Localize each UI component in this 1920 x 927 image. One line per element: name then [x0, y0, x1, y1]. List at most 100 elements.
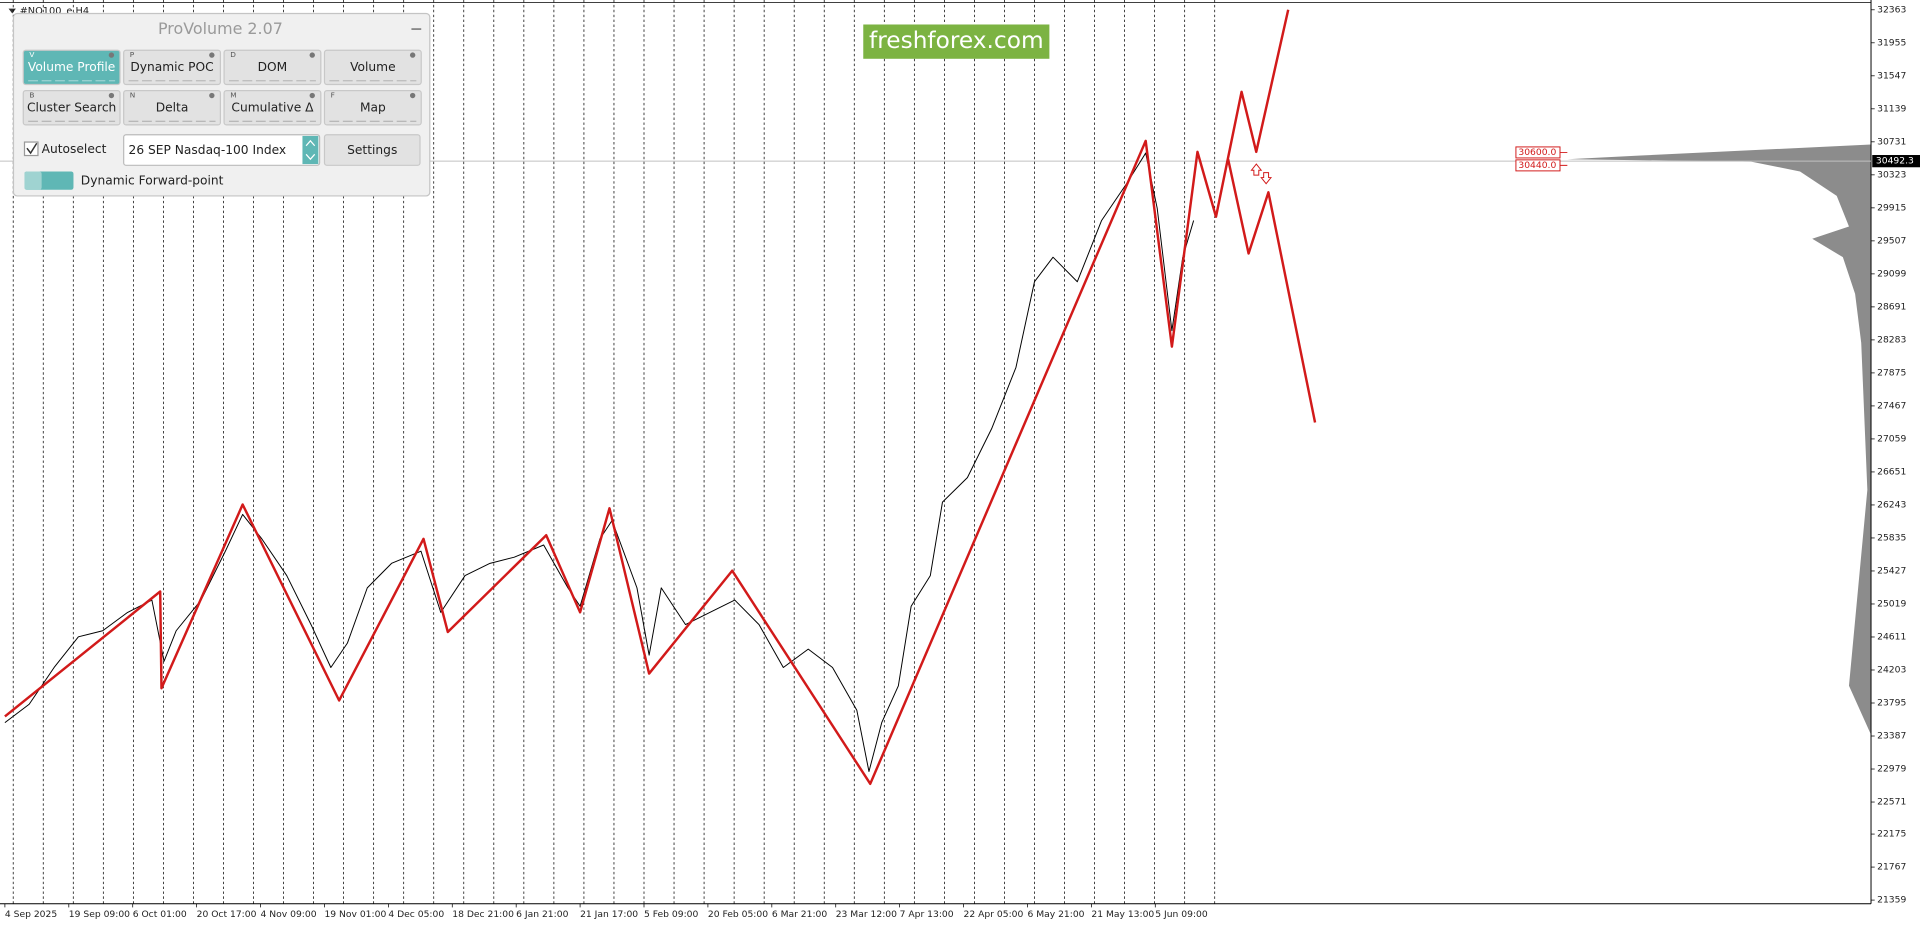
button-menu [309, 52, 315, 58]
tool-button[interactable] [323, 49, 422, 86]
checkmark [26, 142, 38, 155]
button-menu [209, 92, 215, 99]
tool-button-label: Cluster Search [27, 100, 116, 114]
x-tick-label: 18 Dec 21:00 [452, 909, 514, 920]
tool-button-label: Cumulative Δ [231, 100, 314, 114]
x-tick-label: 19 Nov 01:00 [324, 909, 386, 920]
button-menu [409, 52, 416, 58]
level-box [1515, 159, 1561, 172]
y-tick-label: 28283 [1877, 334, 1906, 345]
x-tick-label: 21 Jan 17:00 [580, 909, 638, 920]
settings-button[interactable] [323, 134, 421, 166]
x-tick-label: 19 Sep 09:00 [69, 909, 130, 920]
y-tick-label: 21767 [1877, 862, 1906, 873]
x-tick-label: 6 Mar 21:00 [772, 909, 828, 920]
logo-text[interactable]: freshforex.com [869, 27, 1044, 54]
y-tick-label: 27467 [1877, 400, 1906, 411]
button-menu [309, 92, 315, 99]
x-tick-label: 5 Jun 09:00 [1155, 909, 1208, 920]
x-tick-label: 20 Feb 05:00 [708, 909, 768, 920]
y-tick-label: 29915 [1877, 202, 1906, 213]
tool-button[interactable] [123, 90, 222, 126]
x-tick-label: 22 Apr 05:00 [964, 909, 1024, 920]
y-tick-label: 28691 [1877, 301, 1906, 312]
button-menu [108, 52, 115, 58]
tool-button-label: Volume Profile [28, 60, 115, 74]
spinner-arrows [305, 139, 316, 161]
y-tick-label: 27875 [1877, 367, 1906, 378]
y-tick-label: 26243 [1877, 499, 1906, 510]
last-price-tag [1872, 155, 1920, 168]
y-tick-label: 25427 [1877, 565, 1906, 576]
tool-button-label: Dynamic POC [130, 60, 213, 74]
y-tick-label: 22175 [1877, 829, 1906, 840]
y-tick-label: 21359 [1877, 895, 1906, 906]
button-menu [108, 92, 115, 99]
minimize-button[interactable] [411, 28, 422, 31]
tool-button-label: Map [360, 100, 386, 114]
x-tick-label: 4 Nov 09:00 [261, 909, 317, 920]
wave-line [1226, 158, 1317, 423]
price-line [4, 152, 1195, 773]
x-tick-label: 7 Apr 13:00 [900, 909, 954, 920]
forward-point-label[interactable]: Dynamic Forward-point [81, 174, 224, 188]
autoselect-label[interactable]: Autoselect [42, 142, 107, 156]
hotkey-label: P [130, 50, 135, 59]
x-tick-label: 4 Dec 05:00 [388, 909, 444, 920]
y-tick-label: 32363 [1877, 4, 1906, 15]
y-tick-label: 24203 [1877, 664, 1906, 675]
sell-arrow [1260, 172, 1273, 185]
x-tick-label: 21 May 13:00 [1091, 909, 1154, 920]
level-label: 30440.0 [1518, 160, 1556, 171]
instrument-text[interactable]: 26 SEP Nasdaq-100 Index [129, 143, 287, 157]
y-tick-label: 31547 [1877, 70, 1906, 81]
tool-button[interactable] [123, 49, 222, 86]
y-tick-label: 30731 [1877, 136, 1906, 147]
y-tick-label: 24611 [1877, 631, 1906, 642]
x-tick-label: 23 Mar 12:00 [836, 909, 897, 920]
tool-button[interactable] [223, 49, 322, 86]
level-label: 30600.0 [1518, 147, 1556, 158]
y-tick-label: 27059 [1877, 433, 1906, 444]
tool-button-label: Delta [156, 100, 189, 114]
panel-title: ProVolume 2.07 [158, 19, 283, 38]
last-price-label: 30492.3 [1876, 156, 1914, 167]
provolume-panel: ProVolume 2.07 Autoselect 26 SEP Nasdaq-… [12, 12, 431, 197]
toggle-knob [24, 171, 42, 190]
y-tick-label: 25019 [1877, 598, 1906, 609]
logo-box[interactable] [863, 24, 1050, 59]
y-tick-label: 23387 [1877, 731, 1906, 742]
x-tick-label: 6 Jan 21:00 [516, 909, 568, 920]
y-tick-label: 26651 [1877, 466, 1906, 477]
y-tick-label: 29507 [1877, 235, 1906, 246]
hotkey-label: V [29, 50, 34, 59]
hotkey-label: M [230, 91, 236, 100]
tool-button-label: DOM [258, 60, 288, 74]
x-tick-label: 20 Oct 17:00 [197, 909, 257, 920]
y-tick-label: 22571 [1877, 797, 1906, 808]
y-tick-label: 30323 [1877, 169, 1906, 180]
instrument-dropdown[interactable] [123, 134, 321, 166]
tool-button[interactable] [223, 90, 322, 126]
volume-profile [1567, 144, 1872, 735]
hotkey-label: N [130, 91, 135, 100]
menu-arrow[interactable] [8, 8, 16, 14]
tool-button[interactable] [323, 90, 422, 126]
level-box [1515, 146, 1561, 159]
x-tick-label: 6 May 21:00 [1027, 909, 1084, 920]
y-tick-label: 23795 [1877, 698, 1906, 709]
x-tick-label: 6 Oct 01:00 [133, 909, 187, 920]
tool-button-label: Volume [350, 60, 396, 74]
button-menu [409, 92, 416, 99]
hotkey-label: F [331, 91, 335, 100]
tool-button[interactable] [22, 90, 121, 126]
hotkey-label: B [29, 91, 34, 100]
x-tick-label: 4 Sep 2025 [5, 909, 57, 920]
tool-button[interactable] [22, 49, 121, 86]
y-tick-label: 31139 [1877, 103, 1906, 114]
instrument-spinner[interactable] [302, 135, 319, 165]
symbol-label: #NQ100_e,H4 [20, 6, 89, 17]
y-tick-label: 31955 [1877, 37, 1906, 48]
settings-label[interactable]: Settings [347, 143, 397, 157]
